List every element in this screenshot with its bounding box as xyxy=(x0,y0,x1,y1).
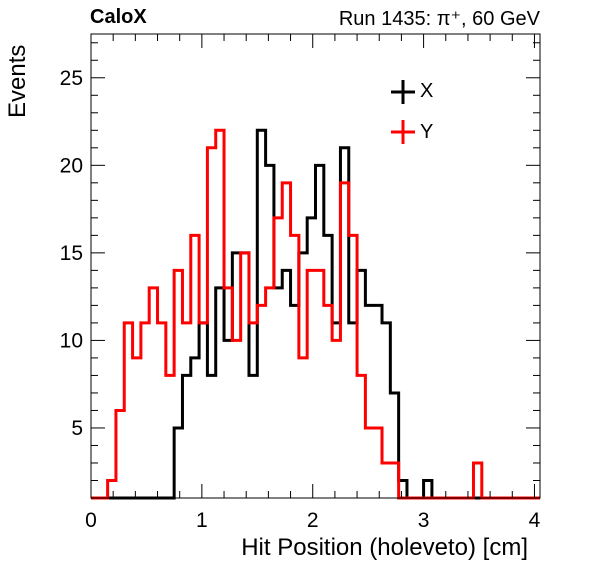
chart-header-right: Run 1435: π⁺, 60 GeV xyxy=(338,8,540,30)
x-tick-label: 0 xyxy=(85,509,97,532)
y-tick-label: 5 xyxy=(71,417,83,440)
legend-label-y: Y xyxy=(420,121,434,143)
x-tick-label: 3 xyxy=(418,509,430,532)
series-x-histogram xyxy=(91,128,540,500)
x-tick-label: 1 xyxy=(196,509,208,532)
x-tick-label: 4 xyxy=(529,509,541,532)
x-tick-label: 2 xyxy=(307,509,319,532)
y-tick-label: 15 xyxy=(60,242,83,265)
y-tick-label: 10 xyxy=(60,329,83,352)
chart-header-left: CaloX xyxy=(90,6,147,28)
legend-label-x: X xyxy=(420,80,434,102)
y-tick-label: 25 xyxy=(60,67,83,90)
y-tick-label: 20 xyxy=(60,154,83,177)
x-axis-label: Hit Position (holeveto) [cm] xyxy=(241,534,528,561)
plot-frame xyxy=(90,33,541,499)
y-axis-label: Events xyxy=(4,44,31,118)
